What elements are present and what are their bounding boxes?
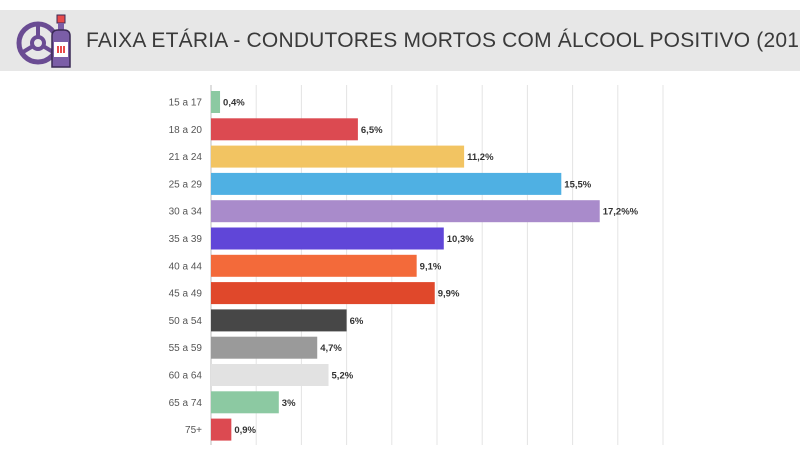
bar (211, 200, 600, 223)
bar (211, 336, 318, 359)
category-label: 15 a 17 (169, 98, 203, 109)
bar (211, 172, 562, 195)
value-label: 3% (282, 398, 296, 409)
value-label: 6,5% (361, 125, 383, 136)
steering-wheel-bottle-icon (16, 14, 71, 68)
chart-title: FAIXA ETÁRIA - CONDUTORES MORTOS COM ÁLC… (86, 29, 800, 52)
bar (211, 418, 232, 441)
bar (211, 91, 221, 113)
bar (211, 391, 279, 414)
bar (211, 309, 347, 332)
category-label: 50 a 54 (169, 316, 203, 327)
value-label: 6% (350, 316, 364, 327)
value-label: 10,3% (447, 234, 474, 245)
category-label: 21 a 24 (169, 152, 203, 163)
category-label: 55 a 59 (169, 343, 203, 354)
title-bar: FAIXA ETÁRIA - CONDUTORES MORTOS COM ÁLC… (0, 10, 800, 71)
category-label: 45 a 49 (169, 289, 203, 300)
bar (211, 364, 329, 386)
bar (211, 118, 358, 141)
category-label: 65 a 74 (169, 398, 203, 409)
category-label: 75+ (185, 425, 202, 436)
bar (211, 254, 417, 277)
value-label: 11,2% (467, 152, 494, 163)
bar (211, 282, 435, 305)
value-label: 0,9% (234, 425, 256, 436)
value-label: 9,1% (420, 261, 442, 272)
bars (211, 91, 600, 441)
bar (211, 145, 465, 168)
value-label: 5,2% (332, 371, 354, 382)
value-label: 15,5% (564, 179, 591, 190)
category-label: 30 a 34 (169, 207, 203, 218)
category-label: 25 a 29 (169, 179, 203, 190)
labels: 15 a 17 0,4% 18 a 20 6,5% 21 a 24 11,2% 25 a 2… (169, 98, 639, 437)
category-label: 60 a 64 (169, 371, 203, 382)
value-label: 9,9% (438, 289, 460, 300)
bar (211, 227, 444, 250)
category-label: 40 a 44 (169, 261, 203, 272)
category-label: 18 a 20 (169, 125, 203, 136)
value-label: 4,7% (320, 343, 342, 354)
value-label: 17,2%% (603, 207, 639, 218)
category-label: 35 a 39 (169, 234, 203, 245)
value-label: 0,4% (223, 98, 245, 109)
